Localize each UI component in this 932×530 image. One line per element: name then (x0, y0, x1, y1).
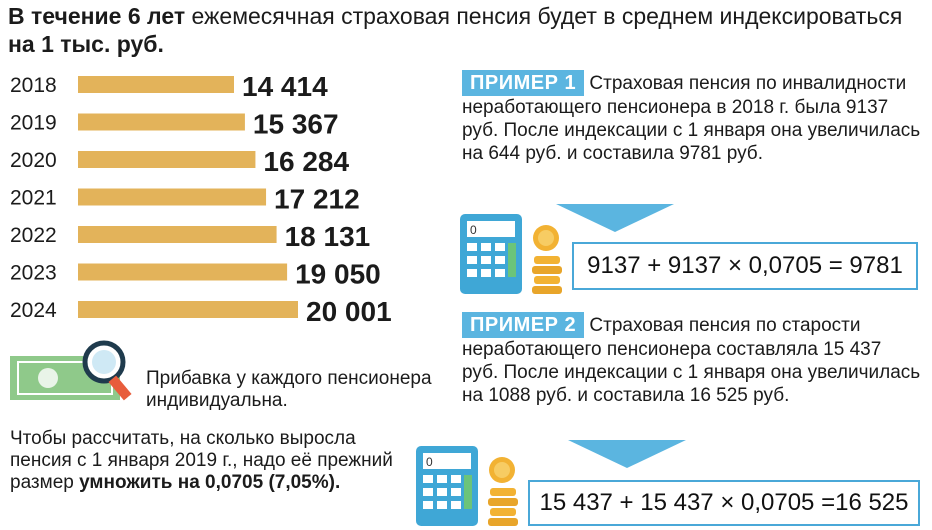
headline-part2: ежемесячная страховая пенсия будет в сре… (185, 3, 903, 29)
note-calculation-bold: умножить на 0,0705 (7,05%). (79, 472, 341, 493)
chart-bar (78, 226, 277, 243)
calculator-icon: 0 (416, 446, 518, 526)
headline: В течение 6 лет ежемесячная страховая пе… (8, 2, 908, 58)
example-2-text: Страховая пенсия по старости неработающе… (462, 315, 921, 406)
note-calculation: Чтобы рассчитать, на сколько выросла пен… (10, 428, 410, 494)
chart-bar (78, 188, 267, 206)
headline-part3: на 1 тыс. руб. (8, 31, 164, 57)
chart-bar (78, 263, 288, 281)
down-arrow-icon (568, 440, 686, 468)
chart-value-label: 15 367 (253, 109, 339, 140)
example-1-text: Страховая пенсия по инвалидности неработ… (462, 73, 921, 164)
chart-bar (78, 76, 234, 93)
example-1-badge: ПРИМЕР 1 (462, 70, 585, 96)
chart-value-label: 14 414 (242, 71, 328, 102)
coins-icon (488, 457, 518, 526)
chart-value-label: 17 212 (274, 184, 360, 215)
note-calculation-text: Чтобы рассчитать, на сколько выросла пен… (10, 428, 393, 493)
coins-icon (532, 225, 562, 294)
chart-value-label: 20 001 (306, 296, 392, 327)
svg-text:0: 0 (470, 223, 477, 237)
chart-value-label: 18 131 (285, 221, 371, 252)
chart-category-label: 2022 (10, 224, 57, 247)
banknote-magnifier-icon (10, 340, 132, 401)
calculator-icon: 0 (460, 214, 562, 294)
chart-category-label: 2024 (10, 299, 57, 322)
chart-bar (78, 301, 298, 318)
chart-category-label: 2018 (10, 74, 57, 97)
example-2-formula: 15 437 + 15 437 × 0,0705 =16 525 (528, 480, 920, 526)
example-1-formula: 9137 + 9137 × 0,0705 = 9781 (572, 242, 918, 290)
down-arrow-icon (556, 204, 674, 232)
example-2: ПРИМЕР 2 Страховая пенсия по старости не… (462, 312, 922, 407)
note-individual: Прибавка у каждого пенсионера индивидуал… (146, 368, 432, 411)
chart-bar (78, 113, 245, 131)
pension-bar-chart: 2018 14 414 2019 15 367 2020 16 284 2021 17 212… (10, 71, 392, 327)
chart-value-label: 19 050 (295, 259, 381, 290)
chart-category-label: 2021 (10, 187, 57, 210)
chart-category-label: 2020 (10, 149, 57, 172)
headline-part1: В течение 6 лет (8, 3, 186, 29)
example-2-badge: ПРИМЕР 2 (462, 312, 585, 338)
chart-category-label: 2023 (10, 262, 57, 285)
chart-value-label: 16 284 (263, 146, 349, 177)
chart-bar (78, 151, 256, 168)
svg-text:0: 0 (426, 455, 433, 469)
chart-category-label: 2019 (10, 112, 57, 135)
example-1: ПРИМЕР 1 Страховая пенсия по инвалидност… (462, 70, 922, 165)
